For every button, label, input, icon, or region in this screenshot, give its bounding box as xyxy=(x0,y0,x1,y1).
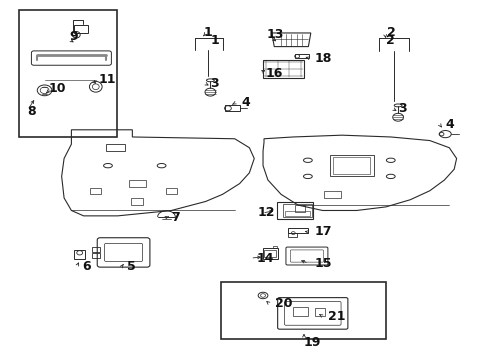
Text: 17: 17 xyxy=(314,225,331,238)
Text: 18: 18 xyxy=(314,51,331,64)
Text: 1: 1 xyxy=(210,33,219,47)
Bar xyxy=(288,228,307,233)
Bar xyxy=(293,307,307,316)
Text: 1: 1 xyxy=(203,27,212,40)
Bar xyxy=(105,144,125,151)
Text: 3: 3 xyxy=(210,77,219,90)
Text: 14: 14 xyxy=(256,252,273,265)
Bar xyxy=(323,191,340,198)
Bar xyxy=(283,204,312,217)
Bar xyxy=(74,26,88,33)
Text: 11: 11 xyxy=(98,73,116,86)
Text: 4: 4 xyxy=(445,118,453,131)
Text: 9: 9 xyxy=(69,30,78,43)
Bar xyxy=(19,10,117,137)
Bar xyxy=(276,202,313,219)
Text: 12: 12 xyxy=(257,207,275,220)
Bar xyxy=(165,188,176,194)
Bar xyxy=(225,105,240,111)
Bar xyxy=(74,250,85,259)
Text: 15: 15 xyxy=(314,257,331,270)
Text: 2: 2 xyxy=(386,27,395,40)
Bar xyxy=(131,198,143,205)
Text: 2: 2 xyxy=(385,33,394,47)
Bar xyxy=(221,282,385,338)
Text: 6: 6 xyxy=(82,260,91,273)
Bar xyxy=(329,155,373,176)
Bar xyxy=(295,205,305,212)
Bar xyxy=(92,253,100,258)
Text: 4: 4 xyxy=(241,96,249,109)
Text: 21: 21 xyxy=(328,310,345,323)
Bar xyxy=(262,248,278,258)
Text: 19: 19 xyxy=(304,336,321,348)
Text: 13: 13 xyxy=(266,28,284,41)
Bar xyxy=(295,54,308,58)
Text: 16: 16 xyxy=(265,67,282,80)
Text: 10: 10 xyxy=(48,82,66,95)
Bar xyxy=(273,246,277,248)
Bar xyxy=(264,250,276,257)
Bar xyxy=(285,211,309,216)
Bar xyxy=(333,157,369,174)
Text: 5: 5 xyxy=(127,260,136,273)
Text: 8: 8 xyxy=(27,105,36,118)
Bar xyxy=(314,308,325,316)
Bar xyxy=(90,188,101,194)
Text: 20: 20 xyxy=(275,297,292,310)
Text: 3: 3 xyxy=(397,102,406,115)
Bar xyxy=(287,233,296,237)
Bar xyxy=(92,247,100,252)
Bar xyxy=(128,180,145,187)
Text: 7: 7 xyxy=(171,211,180,224)
